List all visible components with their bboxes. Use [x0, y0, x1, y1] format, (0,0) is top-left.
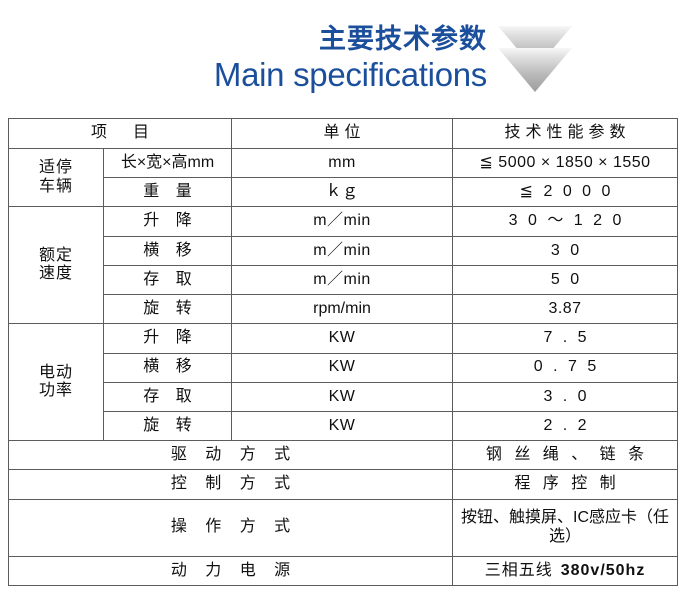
chevron-down-icon — [498, 48, 572, 92]
row-unit: ｋｇ — [231, 177, 454, 208]
row-value: 3.87 — [452, 294, 679, 325]
table-header-row: 项 目 单位 技术性能参数 — [7, 118, 679, 149]
table-row: 操 作 方 式 按钮、触摸屏、IC感应卡（任选） — [7, 498, 679, 557]
row-item-label: 重 量 — [102, 177, 233, 208]
table-row: 横 移 m／min 3 0 — [9, 235, 679, 266]
row-item-label: 升 降 — [102, 206, 233, 237]
row-unit: KW — [231, 410, 454, 442]
footer-value-control-type: 程 序 控 制 — [452, 469, 679, 500]
table-row: 横 移 KW 0 . 7 5 — [9, 352, 679, 383]
title-block: 主要技术参数 Main specifications — [0, 22, 487, 95]
row-item-label: 旋 转 — [102, 410, 233, 442]
row-unit: m／min — [231, 206, 454, 237]
table-row: 适停车辆 长×宽×高mm mm ≦ 5000 × 1850 × 1550 — [8, 147, 679, 208]
column-header-unit: 单位 — [231, 118, 454, 149]
power-supply-phase: 三相五线 — [484, 561, 553, 579]
footer-value-power-supply: 三相五线 380v/50hz — [452, 555, 679, 587]
row-value: ≦ 5000 × 1850 × 1550 — [452, 147, 679, 179]
footer-label-control-type: 控 制 方 式 — [7, 469, 454, 500]
footer-label-power-supply: 动 力 电 源 — [7, 555, 454, 587]
footer-value-operation-type: 按钮、触摸屏、IC感应卡（任选） — [452, 498, 679, 557]
row-item-label: 横 移 — [102, 352, 233, 383]
specifications-table: 项 目 单位 技术性能参数 适停车辆 长×宽×高mm mm ≦ 5000 × 1… — [7, 118, 679, 587]
row-value: 3 . 0 — [452, 381, 679, 412]
row-unit: m／min — [231, 264, 454, 296]
row-value: 7 . 5 — [452, 323, 679, 354]
row-value: 3 0 ～ 1 2 0 — [452, 206, 679, 237]
table-row: 额定速度 升 降 m／min 3 0 ～ 1 2 0 — [8, 206, 679, 325]
table-row: 控 制 方 式 程 序 控 制 — [7, 469, 679, 500]
row-unit: m／min — [231, 235, 454, 266]
row-item-label: 升 降 — [102, 323, 233, 354]
row-unit: rpm/min — [231, 294, 454, 325]
footer-label-operation-type: 操 作 方 式 — [7, 498, 454, 557]
group-label-text: 额定速度 — [38, 246, 73, 283]
row-item-label: 横 移 — [102, 235, 233, 266]
row-value: 0 . 7 5 — [452, 352, 679, 383]
group-label-rated-speed: 额定速度 — [8, 206, 104, 325]
group-label-text: 电动功率 — [38, 363, 73, 400]
row-unit: KW — [231, 352, 454, 383]
row-unit: KW — [231, 381, 454, 412]
row-unit: KW — [231, 323, 454, 354]
row-item-label: 长×宽×高mm — [102, 147, 233, 179]
group-label-vehicle: 适停车辆 — [8, 147, 104, 208]
group-label-text: 适停车辆 — [38, 159, 73, 195]
table-row: 电动功率 升 降 KW 7 . 5 — [8, 323, 679, 442]
group-label-motor-power: 电动功率 — [8, 323, 104, 442]
footer-value-drive-type: 钢 丝 绳 、 链 条 — [452, 440, 679, 471]
table-row: 重 量 ｋｇ ≦ 2 0 0 0 — [9, 177, 679, 208]
chevron-decoration — [498, 26, 572, 92]
table-row: 动 力 电 源 三相五线 380v/50hz — [7, 555, 679, 587]
table-row: 旋 转 rpm/min 3.87 — [9, 294, 679, 325]
row-value: ≦ 2 0 0 0 — [452, 177, 679, 208]
row-value: 3 0 — [452, 235, 679, 266]
footer-label-drive-type: 驱 动 方 式 — [7, 440, 454, 471]
power-supply-voltage: 380v/50hz — [560, 561, 646, 579]
row-value: 5 0 — [452, 264, 679, 296]
page-header: 主要技术参数 Main specifications — [0, 0, 687, 110]
row-item-label: 存 取 — [102, 381, 233, 412]
column-header-item: 项 目 — [7, 118, 233, 149]
page-title-en: Main specifications — [213, 56, 487, 93]
row-item-label: 旋 转 — [102, 294, 233, 325]
table-row: 驱 动 方 式 钢 丝 绳 、 链 条 — [7, 440, 679, 471]
row-value: 2 . 2 — [452, 410, 679, 442]
row-unit: mm — [231, 147, 454, 179]
specifications-table-wrapper: 项 目 单位 技术性能参数 适停车辆 长×宽×高mm mm ≦ 5000 × 1… — [7, 118, 679, 587]
table-row: 旋 转 KW 2 . 2 — [9, 410, 679, 442]
row-item-label: 存 取 — [102, 264, 233, 296]
table-row: 存 取 KW 3 . 0 — [9, 381, 679, 412]
column-header-spec: 技术性能参数 — [452, 118, 679, 149]
page-title-cn: 主要技术参数 — [319, 24, 487, 54]
table-row: 存 取 m／min 5 0 — [9, 264, 679, 296]
